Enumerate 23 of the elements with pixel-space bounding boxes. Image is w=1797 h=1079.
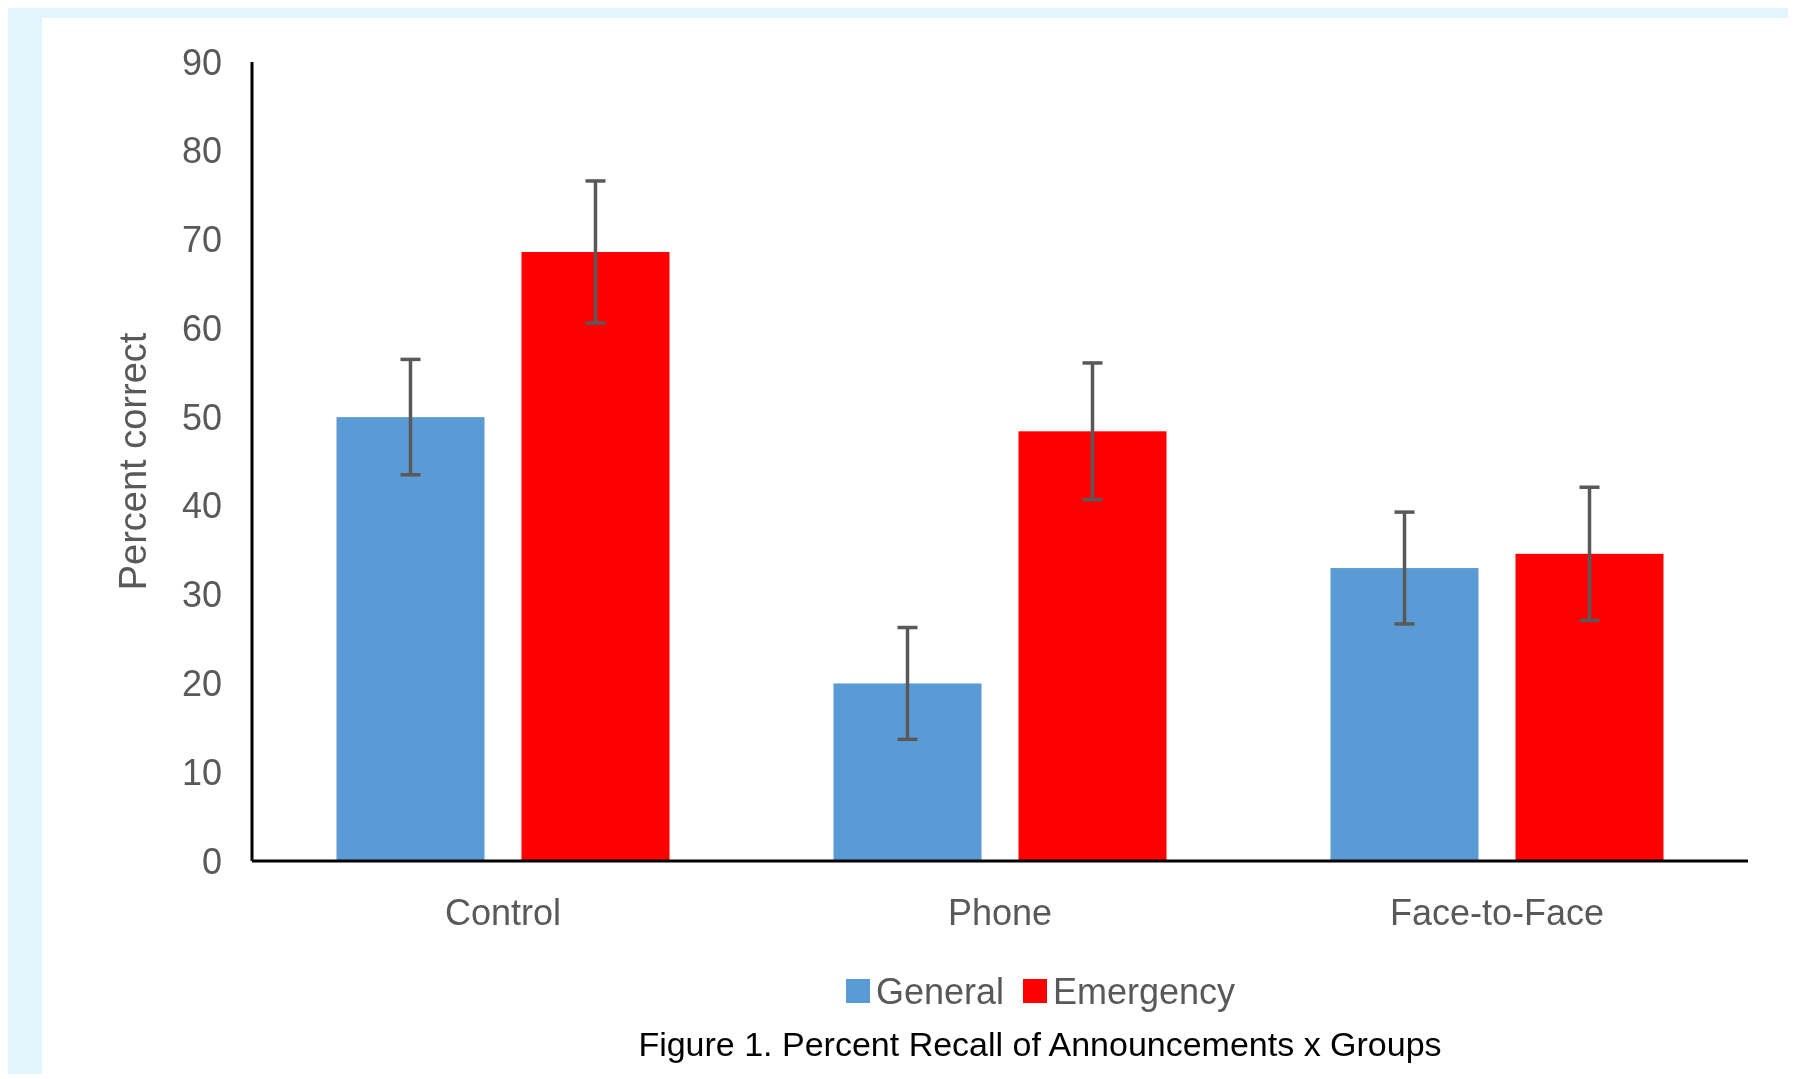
bar [521,251,670,861]
y-tick-label: 40 [181,485,222,527]
legend-label: Emergency [1053,970,1236,1012]
y-tick-label: 10 [181,751,222,793]
bar [336,417,485,861]
legend-label: General [876,970,1005,1012]
y-axis-title: Percent correct [112,332,154,591]
y-tick-label: 80 [181,130,222,172]
y-tick-label: 70 [181,219,222,261]
y-tick-label: 20 [181,663,222,705]
bar [833,683,982,861]
text: Figure 1. Percent Recall of Announcements x Groups [638,1025,1442,1063]
x-tick-label: Control [444,892,562,933]
y-tick-label: 50 [181,396,222,438]
y-tick-label: 30 [181,574,222,616]
x-tick-label: Face-to-Face [1389,892,1605,933]
y-tick-label: 60 [181,307,222,349]
bar [1330,568,1479,861]
x-tick-label: Phone [947,892,1053,933]
y-tick-label: 0 [201,840,222,882]
y-tick-label: 90 [181,41,222,83]
bar [1018,431,1167,861]
bar [1515,553,1664,861]
